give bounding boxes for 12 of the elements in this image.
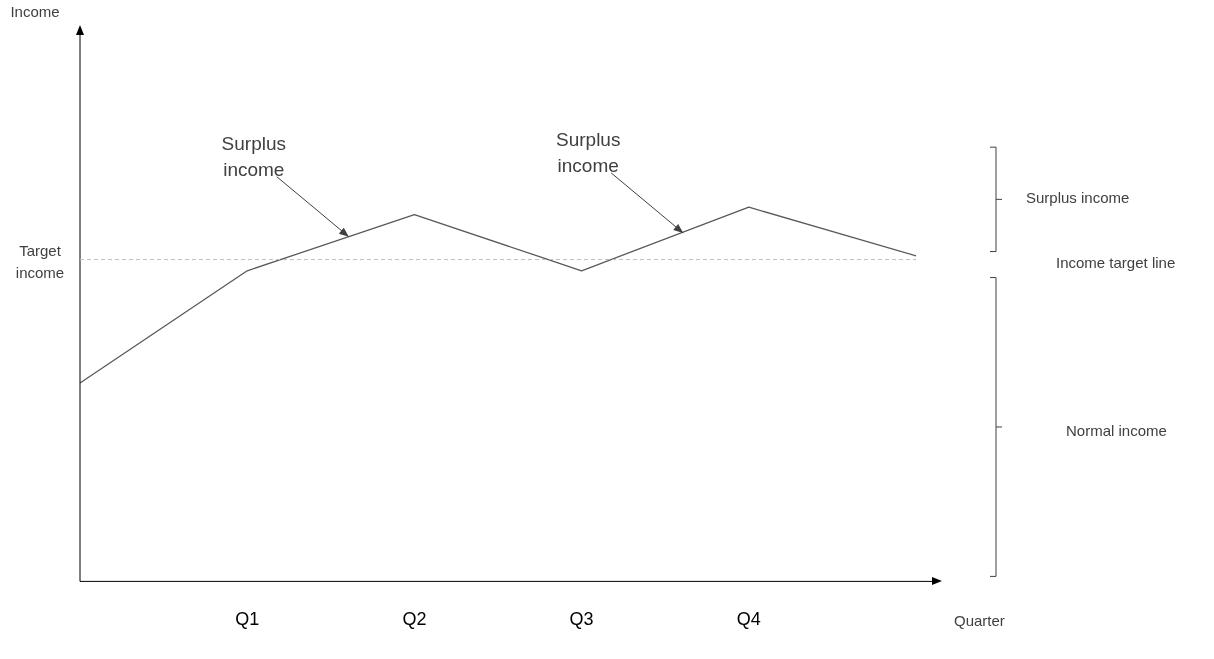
text: Surplus income	[221, 132, 287, 180]
x-tick-label: Q2	[402, 609, 427, 630]
ref-line-label: Target income	[15, 241, 65, 281]
text: Income	[10, 3, 60, 21]
x-tick-label: Q3	[569, 609, 594, 630]
x-tick-label: Q1	[235, 609, 260, 630]
text: Normal income	[1066, 422, 1167, 440]
x-tick-label: Q4	[736, 609, 761, 630]
text: Surplus income	[1026, 189, 1130, 207]
x-axis-title: Quarter	[954, 611, 1005, 629]
text: Income target line	[1056, 253, 1176, 271]
text: Surplus income	[555, 129, 621, 177]
